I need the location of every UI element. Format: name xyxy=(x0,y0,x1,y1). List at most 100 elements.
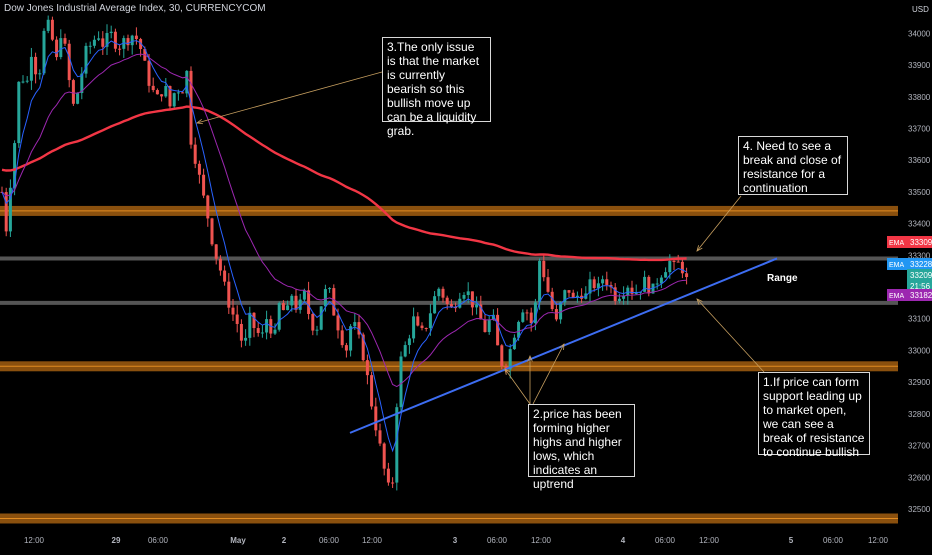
candle-body-25 xyxy=(105,33,109,47)
arrow-note-2c-head xyxy=(559,343,565,351)
candle-body-67 xyxy=(281,303,285,311)
candle-body-142 xyxy=(596,283,600,289)
candle-body-22 xyxy=(92,39,96,46)
candle-body-123 xyxy=(517,321,521,338)
countdown-tag-value: 21:56 xyxy=(910,282,931,291)
candle-body-92 xyxy=(386,468,390,483)
candle-body-105 xyxy=(441,288,445,298)
price-tick-33700: 33700 xyxy=(908,124,931,133)
candle-body-99 xyxy=(416,316,420,326)
ema-blue-tag-value-bg xyxy=(907,258,932,270)
candle-body-59 xyxy=(248,312,252,338)
candle-body-112 xyxy=(470,291,474,308)
candle-body-44 xyxy=(185,70,189,94)
horizontal-levels xyxy=(0,205,898,524)
candle-body-50 xyxy=(210,218,214,245)
time-tick-1: 29 xyxy=(112,536,121,545)
annotation-note-4: 4. Need to see a break and close of resi… xyxy=(738,136,848,195)
candle-body-128 xyxy=(538,260,542,303)
candle-body-121 xyxy=(508,349,512,370)
time-tick-6: 12:00 xyxy=(362,536,383,545)
annotation-note-3: 3.The only issue is that the market is c… xyxy=(382,37,491,138)
candle-body-26 xyxy=(109,31,113,34)
annotation-arrows xyxy=(196,71,765,405)
candle-body-136 xyxy=(571,292,575,298)
time-tick-15: 12:00 xyxy=(868,536,889,545)
candle-body-19 xyxy=(80,73,84,94)
candle-body-81 xyxy=(340,330,344,346)
candle-body-151 xyxy=(634,292,638,294)
candle-body-163 xyxy=(685,273,689,278)
candle-body-1 xyxy=(4,192,8,232)
candle-body-18 xyxy=(76,93,80,104)
candle-body-148 xyxy=(622,295,626,299)
candle-body-7 xyxy=(29,56,33,81)
candle-body-58 xyxy=(244,337,248,341)
candle-body-14 xyxy=(59,38,63,58)
candle-body-131 xyxy=(550,291,554,310)
candle-body-20 xyxy=(84,45,88,74)
candle-body-53 xyxy=(223,270,227,282)
candle-body-40 xyxy=(168,86,172,107)
candle-body-97 xyxy=(407,338,411,346)
candle-body-90 xyxy=(378,430,382,444)
candle-body-29 xyxy=(122,38,126,49)
candle-body-66 xyxy=(277,303,281,330)
candle-body-144 xyxy=(605,279,609,285)
candle-body-49 xyxy=(206,195,210,219)
candle-body-16 xyxy=(67,43,71,81)
ema-purple-tag-label: EMA xyxy=(889,293,905,300)
candle-body-80 xyxy=(336,315,340,331)
price-tick-33000: 33000 xyxy=(908,346,931,355)
candle-body-82 xyxy=(344,345,348,351)
candle-body-27 xyxy=(113,31,117,49)
candle-body-109 xyxy=(458,298,462,308)
candle-body-125 xyxy=(525,312,529,314)
candle-body-46 xyxy=(193,144,197,164)
candle-body-54 xyxy=(227,281,231,308)
last-price-tag-value: 33209 xyxy=(910,271,932,280)
candle-body-86 xyxy=(361,334,365,361)
candle-body-5 xyxy=(21,81,25,83)
arrow-note-2a xyxy=(504,368,531,405)
time-tick-5: 06:00 xyxy=(319,536,340,545)
time-tick-4: 2 xyxy=(282,536,287,545)
candle-body-133 xyxy=(559,302,563,320)
time-tick-11: 06:00 xyxy=(655,536,676,545)
candle-body-75 xyxy=(315,329,319,331)
time-tick-8: 06:00 xyxy=(487,536,508,545)
candle-body-52 xyxy=(218,258,222,271)
axis-price-tags: EMA 33309 EMA 33228 33209 21:56 EMA 33182 xyxy=(887,236,932,301)
candle-body-107 xyxy=(449,304,453,308)
candle-body-62 xyxy=(260,332,264,334)
candle-body-12 xyxy=(50,19,54,40)
candle-body-150 xyxy=(630,287,634,294)
candle-body-32 xyxy=(134,35,138,40)
price-tick-33900: 33900 xyxy=(908,61,931,70)
candle-body-91 xyxy=(382,443,386,469)
arrow-note-1 xyxy=(696,298,765,373)
candle-body-42 xyxy=(176,92,180,94)
ema-purple-line xyxy=(1,53,687,388)
candle-body-47 xyxy=(197,163,201,175)
candle-body-146 xyxy=(613,287,617,302)
candle-body-61 xyxy=(256,328,260,333)
time-tick-14: 06:00 xyxy=(823,536,844,545)
candle-body-51 xyxy=(214,244,218,259)
candle-body-159 xyxy=(668,260,672,273)
candle-body-13 xyxy=(55,39,59,58)
candle-body-137 xyxy=(575,295,579,298)
range-label: Range xyxy=(767,273,798,284)
candle-body-68 xyxy=(286,305,290,311)
candle-body-158 xyxy=(664,272,668,278)
time-tick-3: May xyxy=(230,536,246,545)
ema-red-tag-label: EMA xyxy=(889,240,905,247)
price-tick-32500: 32500 xyxy=(908,505,931,514)
candle-body-57 xyxy=(239,323,243,341)
candle-body-10 xyxy=(42,30,46,74)
candle-body-9 xyxy=(38,73,42,75)
candle-body-78 xyxy=(328,288,332,290)
arrow-note-2a-head xyxy=(504,368,511,375)
